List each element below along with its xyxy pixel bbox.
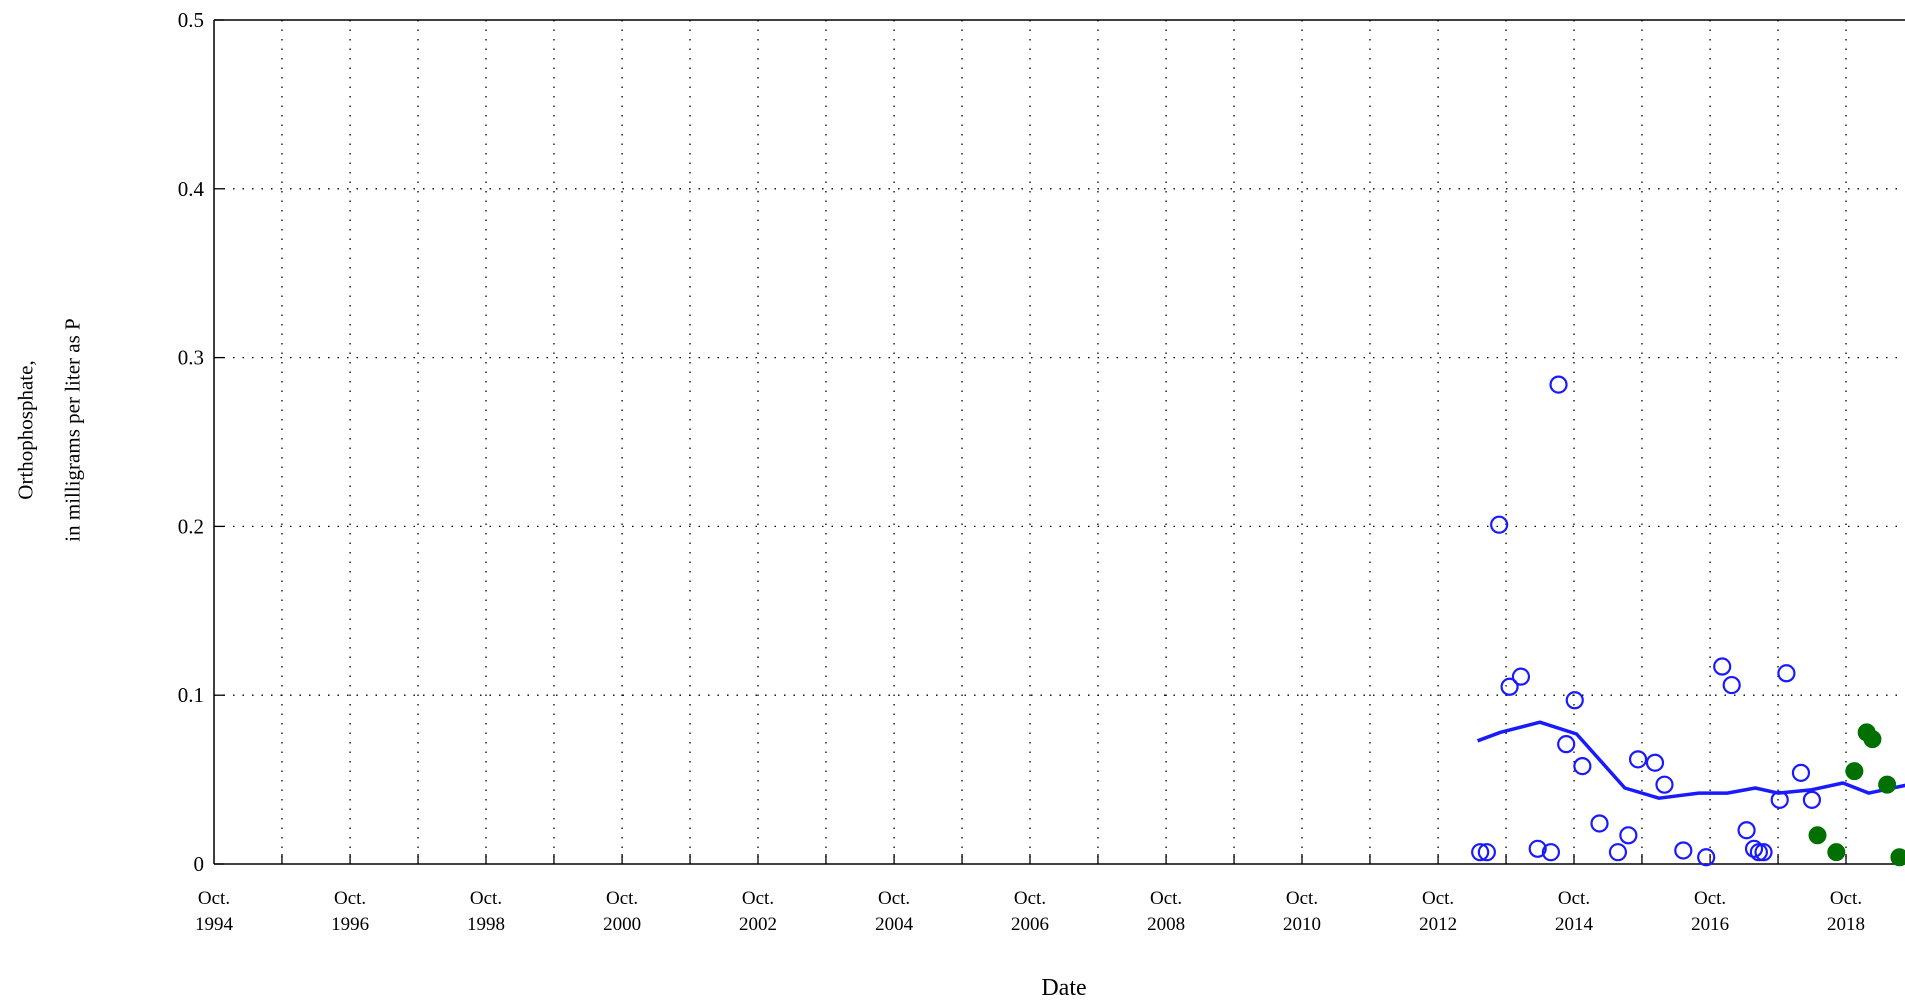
x-tick-label-month: Oct.: [334, 888, 366, 909]
x-tick-label-month: Oct.: [878, 888, 910, 909]
x-tick-label-year: 2002: [739, 914, 777, 935]
open-circle-point: [1471, 843, 1490, 862]
filled-circle-point: [1808, 826, 1827, 845]
open-circle-point: [1549, 375, 1568, 394]
open-circle-point: [1500, 677, 1519, 696]
open-circle-point: [1565, 691, 1584, 710]
open-circle-point: [1645, 753, 1665, 772]
x-tick-label: Oct. 2004: [875, 888, 914, 935]
open-circle-point: [1528, 839, 1547, 858]
x-tick-label-year: 1994: [195, 914, 234, 935]
open-circle-point: [1777, 664, 1796, 683]
open-circle-point: [1697, 848, 1716, 867]
x-tick-label-year: 2012: [1419, 914, 1457, 935]
filled-circle-point: [1845, 762, 1864, 781]
x-tick-label: Oct. 2018: [1827, 888, 1865, 935]
open-circle-point: [1557, 735, 1576, 754]
open-circle-point: [1490, 515, 1509, 534]
y-tick-label: 0.2: [178, 514, 204, 538]
x-tick-label-month: Oct.: [1830, 888, 1862, 909]
y-tick-label: 0.3: [178, 346, 204, 370]
y-tick-label: 0.4: [178, 177, 205, 201]
x-tick-label-month: Oct.: [1694, 888, 1726, 909]
x-axis-title: Date: [1041, 975, 1087, 1001]
open-circle-point: [1655, 775, 1674, 794]
open-circle-point: [1477, 843, 1496, 862]
x-tick-label-year: 2008: [1147, 914, 1185, 935]
x-tick-label-year: 2010: [1283, 914, 1321, 935]
open-circle-point: [1590, 814, 1609, 833]
x-tick-label-year: 2014: [1555, 914, 1594, 935]
x-tick-label-month: Oct.: [470, 888, 502, 909]
y-tick-label: 0.1: [178, 683, 204, 707]
open-circle-point: [1619, 826, 1638, 845]
filled-circle-point: [1890, 848, 1905, 867]
x-tick-label-year: 2018: [1827, 914, 1865, 935]
x-tick-label-month: Oct.: [198, 888, 230, 909]
x-tick-label: Oct. 2008: [1147, 888, 1185, 935]
open-circle-point: [1749, 843, 1768, 862]
x-tick-label-month: Oct.: [1014, 888, 1046, 909]
x-tick-label-year: 2004: [875, 914, 914, 935]
trend-line: [1476, 720, 1905, 800]
axes: [213, 19, 1905, 865]
x-tick-label: Oct. 2006: [1011, 888, 1049, 935]
x-tick-label-month: Oct.: [1558, 888, 1590, 909]
x-tick-label: Oct. 1998: [467, 888, 505, 935]
x-tick-label: Oct. 2002: [739, 888, 777, 935]
x-tick-label-year: 2016: [1691, 914, 1729, 935]
open-circle-point: [1541, 843, 1561, 862]
x-tick-label: Oct. 2014: [1555, 888, 1594, 935]
x-tick-label: Oct. 1994: [195, 888, 234, 935]
x-tick-label-month: Oct.: [1286, 888, 1318, 909]
y-axis-title: Orthophosphate, in milligrams per liter …: [0, 0, 100, 863]
y-tick-label: 0: [194, 852, 205, 876]
y-axis-title-line-2: in milligrams per liter as P: [60, 318, 85, 542]
data-series: [1471, 375, 1905, 867]
x-tick-label-year: 1996: [331, 914, 369, 935]
x-tick-label-month: Oct.: [742, 888, 774, 909]
open-circle-point: [1722, 675, 1741, 695]
filled-circle-point: [1863, 730, 1882, 749]
x-tick-label: Oct. 1996: [331, 888, 369, 935]
open-circle-point: [1802, 790, 1822, 809]
x-tick-label-year: 2006: [1011, 914, 1049, 935]
x-tick-label: Oct. 2012: [1419, 888, 1457, 935]
filled-circle-point: [1827, 843, 1846, 862]
x-tick-label-year: 2000: [603, 914, 641, 935]
open-circle-point: [1737, 821, 1756, 840]
open-circle-point: [1674, 841, 1693, 860]
grid-lines: [214, 19, 1905, 865]
open-circle-point: [1744, 839, 1764, 858]
open-circle-point: [1511, 667, 1531, 686]
x-tick-label: Oct. 2010: [1283, 888, 1321, 935]
open-circle-point: [1628, 750, 1648, 769]
y-tick-labels: 0 0.1 0.2 0.3 0.4 0.5: [178, 8, 205, 876]
open-circle-point: [1770, 790, 1789, 809]
filled-circle-point: [1878, 775, 1897, 794]
x-tick-label-month: Oct.: [606, 888, 638, 909]
x-tick-labels: Oct. 1994 Oct. 1996 Oct. 1998 Oct. 2000 Oct. 2002…: [195, 888, 1865, 935]
x-tick-label-month: Oct.: [1422, 888, 1454, 909]
open-circle-point: [1608, 843, 1628, 862]
open-circle-point: [1754, 843, 1773, 862]
x-tick-label: Oct. 2016: [1691, 888, 1729, 935]
y-axis-title-line-1: Orthophosphate,: [13, 360, 38, 500]
open-circle-point: [1713, 657, 1732, 676]
x-tick-label-year: 1998: [467, 914, 505, 935]
y-tick-label: 0.5: [178, 8, 204, 32]
x-tick-label: Oct. 2000: [603, 888, 641, 935]
open-circle-point: [1573, 756, 1592, 776]
open-circle-point: [1791, 763, 1811, 782]
x-tick-label-month: Oct.: [1150, 888, 1182, 909]
